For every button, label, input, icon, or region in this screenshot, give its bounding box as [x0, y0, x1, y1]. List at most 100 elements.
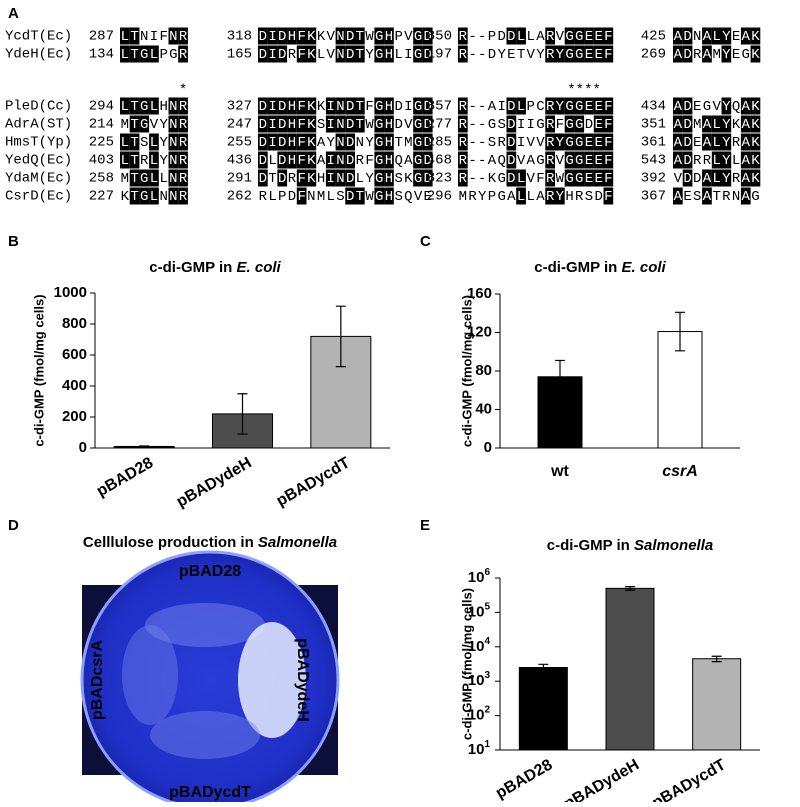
start-position: 165 [227, 47, 252, 63]
sequence: LTNIFNR [121, 29, 188, 45]
conserved-box [593, 151, 604, 169]
conserved-box [335, 169, 346, 187]
y-tick-label: 120 [467, 323, 492, 340]
conserved-box [422, 151, 433, 169]
error-bar [237, 393, 248, 435]
conserved-box [129, 97, 140, 115]
title-run: E. coli [622, 259, 667, 276]
tick-base: 10 [468, 707, 485, 724]
conserved-box [345, 27, 355, 45]
start-position: 367 [641, 189, 666, 205]
y-tick-label: 102 [468, 704, 491, 723]
conserved-box [564, 133, 575, 151]
tick-exponent: 1 [484, 739, 490, 750]
start-position: 269 [641, 47, 666, 63]
start-position: 403 [89, 153, 114, 169]
tick-exponent: 4 [484, 635, 490, 646]
conserved-box [702, 133, 712, 151]
plate-label: pBADydeH [294, 638, 311, 722]
conserved-box [702, 27, 712, 45]
conserved-box [682, 133, 693, 151]
conserved-box [345, 169, 355, 187]
conserved-box [711, 169, 722, 187]
sequence-name: YdeH(Ec) [5, 47, 72, 63]
conserved-box [258, 169, 268, 187]
sequence: R--SRDIVVRYGGEEF [459, 135, 613, 151]
conserved-box [277, 115, 288, 133]
conserved-box [711, 133, 722, 151]
conserved-box [306, 27, 317, 45]
y-tick-label: 106 [468, 567, 491, 586]
conserved-box [545, 45, 555, 63]
conserved-box [682, 27, 693, 45]
sequence: KTGLNNR [121, 189, 188, 205]
conserved-box [384, 151, 394, 169]
conserved-box [277, 45, 288, 63]
conserved-box [506, 97, 517, 115]
conserved-box [750, 97, 761, 115]
sequence-name: YcdT(Ec) [5, 29, 72, 45]
conserved-box [296, 169, 307, 187]
conserved-box [740, 133, 751, 151]
conserved-box [258, 97, 268, 115]
conserved-box [584, 45, 594, 63]
sequence: LTGLHNR [121, 99, 188, 115]
y-tick-label: 400 [62, 377, 87, 394]
y-tick-label: 200 [62, 408, 87, 425]
conserved-box [149, 151, 159, 169]
y-axis-label: c-di-GMP (fmol/mg cells) [31, 294, 46, 446]
conserved-box [574, 45, 585, 63]
conserved-box [384, 97, 394, 115]
panel-label: E [420, 517, 430, 534]
tick-base: 10 [468, 741, 485, 758]
title-run: c-di-GMP in [547, 537, 634, 554]
conserved-box [345, 133, 355, 151]
conserved-box [603, 45, 614, 63]
sequence: R--GSDIIGRFGGDEF [459, 117, 613, 133]
conserved-box [384, 115, 394, 133]
sequence: ADRRLYLAK [674, 153, 761, 169]
conserved-box [325, 169, 336, 187]
conserved-box [384, 27, 394, 45]
conserved-box [555, 133, 565, 151]
start-position: 323 [427, 171, 452, 187]
conserved-box [120, 27, 130, 45]
conserved-box [277, 97, 288, 115]
conserved-box [458, 151, 468, 169]
conserved-box [458, 27, 468, 45]
conserved-box [555, 187, 565, 205]
y-tick-label: 40 [475, 400, 492, 417]
conserved-box [682, 45, 693, 63]
sequence-name: AdrA(ST) [5, 117, 72, 133]
title-run: Salmonella [258, 534, 337, 551]
conserved-box [574, 27, 585, 45]
start-position: 247 [227, 117, 252, 133]
sequence: R--PDDLLARVGGEEF [459, 29, 613, 45]
start-position: 277 [427, 117, 452, 133]
conserved-box [384, 169, 394, 187]
conserved-box [506, 133, 517, 151]
conserved-box [740, 115, 751, 133]
sequence: DIDHFKKINDTFGHDIGD [259, 99, 432, 115]
conserved-box [603, 97, 614, 115]
conserved-box [603, 115, 614, 133]
conserved-box [296, 97, 307, 115]
conserved-box [750, 169, 761, 187]
sequence: MTGVYNR [121, 117, 188, 133]
conserved-box [277, 169, 288, 187]
conserved-box [139, 187, 150, 205]
plate-label: pBADcsrA [89, 640, 106, 720]
sequence: ADRAMYEGK [674, 47, 761, 63]
start-position: 197 [427, 47, 452, 63]
conserved-box [506, 169, 517, 187]
conserved-box [506, 115, 517, 133]
conserved-box [374, 133, 385, 151]
tick-base: 10 [468, 603, 485, 620]
conserved-box [384, 45, 394, 63]
conserved-box [574, 115, 585, 133]
conserved-box [721, 45, 732, 63]
conserved-box [355, 27, 365, 45]
conserved-box [750, 133, 761, 151]
conserved-box [593, 133, 604, 151]
y-tick-label: 1000 [54, 284, 87, 301]
